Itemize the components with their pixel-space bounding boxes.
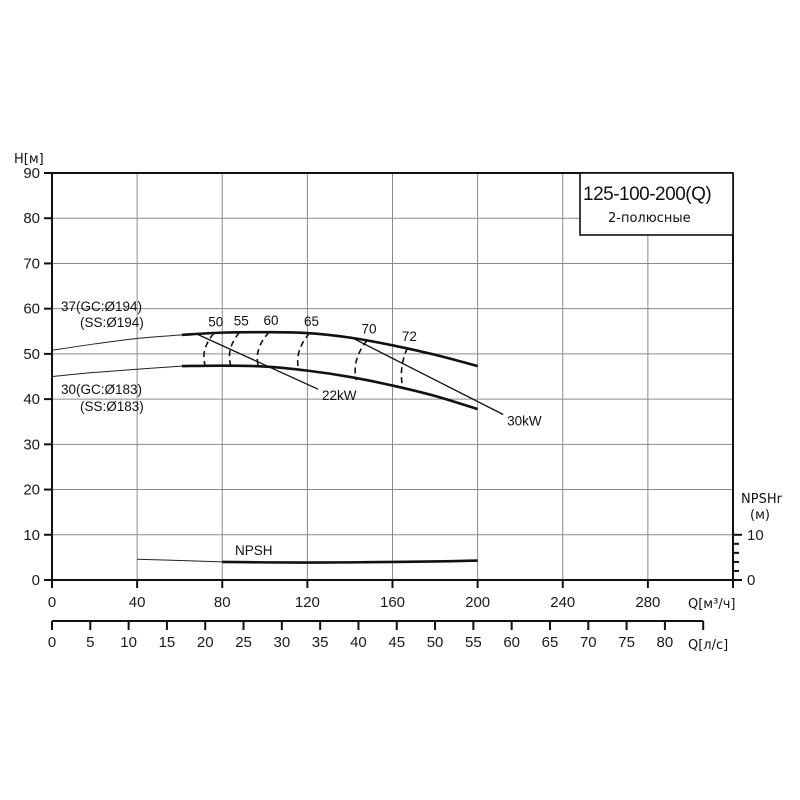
power-line bbox=[349, 336, 504, 416]
power-label: 22kW bbox=[322, 388, 357, 403]
x2-tick-label: 20 bbox=[197, 634, 214, 651]
x2-tick-label: 0 bbox=[48, 634, 56, 651]
curve-extrapolated bbox=[51, 334, 182, 351]
efficiency-label: 72 bbox=[402, 329, 417, 344]
y-tick-label: 10 bbox=[23, 527, 40, 544]
efficiency-contour bbox=[354, 339, 368, 381]
power-label: 30kW bbox=[507, 413, 542, 428]
y-tick-label: 0 bbox=[32, 572, 40, 589]
npsh-curve bbox=[137, 558, 478, 564]
curve-extrapolated bbox=[51, 365, 182, 377]
npsh-line bbox=[222, 559, 478, 564]
x2-tick-label: 50 bbox=[427, 634, 444, 651]
curve-label-30-line2: (SS:Ø183) bbox=[80, 399, 144, 414]
x2-tick-label: 5 bbox=[86, 634, 94, 651]
curve-extrapolated bbox=[137, 558, 223, 563]
efficiency-contour bbox=[256, 331, 270, 367]
x-tick-label: 0 bbox=[48, 594, 56, 611]
y-axis-label: H[м] bbox=[14, 152, 44, 167]
x-tick-label: 240 bbox=[550, 594, 575, 611]
head-curve bbox=[181, 330, 478, 368]
y-tick-label: 60 bbox=[23, 301, 40, 318]
y-tick-label: 20 bbox=[23, 482, 40, 499]
npsh-label: NPSH bbox=[235, 543, 273, 558]
chart-subtitle: 2-полюсные bbox=[608, 211, 691, 226]
efficiency-label: 65 bbox=[304, 314, 319, 329]
efficiency-label: 55 bbox=[234, 314, 249, 329]
efficiency-label: 60 bbox=[264, 313, 279, 328]
curve-label-30-line1: 30(GC:Ø183) bbox=[61, 382, 142, 397]
x2-tick-label: 40 bbox=[350, 634, 367, 651]
power-line bbox=[196, 333, 319, 390]
x2-tick-label: 70 bbox=[580, 634, 597, 651]
x-tick-label: 80 bbox=[214, 594, 231, 611]
x2-axis-label: Q[л/с] bbox=[688, 638, 728, 653]
efficiency-contour bbox=[203, 333, 215, 366]
x2-tick-label: 80 bbox=[657, 634, 674, 651]
y-tick-label: 30 bbox=[23, 436, 40, 453]
x2-tick-label: 45 bbox=[388, 634, 405, 651]
efficiency-contour bbox=[400, 347, 409, 390]
x-tick-label: 200 bbox=[465, 594, 490, 611]
y-tick-label: 40 bbox=[23, 391, 40, 408]
x-tick-label: 280 bbox=[635, 594, 660, 611]
chart-title: 125-100-200(Q) bbox=[583, 184, 711, 205]
x-tick-label: 40 bbox=[129, 594, 146, 611]
x2-tick-label: 65 bbox=[542, 634, 559, 651]
grid-lines bbox=[52, 173, 733, 580]
npshr-tick-label: 10 bbox=[747, 527, 764, 544]
x2-tick-label: 60 bbox=[503, 634, 520, 651]
x-tick-label: 120 bbox=[295, 594, 320, 611]
title-box: 125-100-200(Q) 2-полюсные bbox=[579, 172, 734, 236]
efficiency-contour bbox=[296, 332, 311, 371]
curve-label-37-line1: 37(GC:Ø194) bbox=[61, 299, 142, 314]
curve-label-37-line2: (SS:Ø194) bbox=[80, 315, 144, 330]
y-tick-label: 70 bbox=[23, 255, 40, 272]
x2-tick-label: 25 bbox=[235, 634, 252, 651]
x-axis-label: Q[м³/ч] bbox=[688, 597, 735, 612]
npshr-tick-label: 0 bbox=[747, 572, 755, 589]
power-lines: 22kW 30kW bbox=[196, 333, 542, 428]
efficiency-label: 70 bbox=[361, 321, 376, 336]
x2-tick-label: 35 bbox=[312, 634, 329, 651]
npshr-axis-label: NPSHr bbox=[741, 492, 783, 507]
x-tick-label: 160 bbox=[380, 594, 405, 611]
efficiency-contour bbox=[228, 332, 240, 366]
npshr-axis-unit: (м) bbox=[750, 508, 770, 523]
x2-tick-label: 30 bbox=[273, 634, 290, 651]
y-tick-label: 90 bbox=[23, 165, 40, 182]
head-curve bbox=[181, 364, 479, 411]
head-curves bbox=[51, 330, 479, 411]
x2-tick-label: 55 bbox=[465, 634, 482, 651]
x2-tick-label: 75 bbox=[618, 634, 635, 651]
y-tick-label: 80 bbox=[23, 210, 40, 227]
efficiency-label: 50 bbox=[208, 315, 223, 330]
axes bbox=[44, 172, 742, 630]
y-tick-label: 50 bbox=[23, 346, 40, 363]
x2-tick-label: 10 bbox=[120, 634, 137, 651]
x2-tick-label: 15 bbox=[159, 634, 176, 651]
